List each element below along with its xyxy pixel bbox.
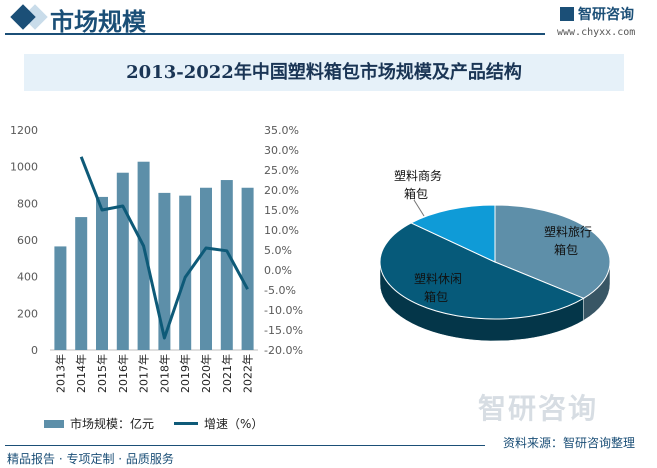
bar (220, 180, 233, 350)
y2-tick-label: -15.0% (264, 324, 303, 337)
legend-label-line: 增速（%） (204, 417, 264, 431)
y2-tick-label: -5.0% (264, 284, 296, 297)
footer-divider (5, 445, 485, 446)
x-tick-label: 2016年 (116, 354, 130, 393)
pie-label: 箱包 (554, 242, 578, 257)
bar (158, 192, 171, 350)
y-tick-label: 1000 (10, 161, 38, 174)
logo-icon (560, 7, 574, 21)
x-tick-label: 2015年 (95, 354, 109, 393)
legend-swatch-bar (44, 419, 64, 428)
legend-swatch-line (174, 422, 199, 425)
y2-tick-label: 15.0% (264, 204, 299, 217)
x-tick-label: 2014年 (74, 354, 88, 393)
source-note: 资料来源：智研咨询整理 (503, 436, 636, 450)
bar (137, 161, 150, 350)
y2-tick-label: 10.0% (264, 224, 299, 237)
pie-label: 塑料商务 (394, 168, 442, 183)
pie-slice (410, 204, 496, 263)
y-tick-label: 400 (17, 271, 38, 284)
y2-tick-label: 20.0% (264, 184, 299, 197)
y-tick-label: 1200 (10, 124, 38, 137)
x-tick-label: 2021年 (220, 354, 234, 393)
chart-title: 2013-2022年中国塑料箱包市场规模及产品结构 (24, 54, 624, 91)
x-tick-label: 2020年 (199, 354, 213, 393)
y-tick-label: 200 (17, 307, 38, 320)
bar (54, 246, 67, 350)
legend: 市场规模：亿元 增速（%） (44, 415, 263, 432)
pie-slice (379, 222, 585, 320)
y-tick-label: 600 (17, 234, 38, 247)
pie-label: 塑料休闲 (414, 271, 462, 286)
section-title: 市场规模 (50, 8, 146, 36)
x-tick-label: 2013年 (53, 354, 67, 393)
brand-name: 智研咨询 (578, 7, 634, 23)
x-tick-label: 2018年 (157, 354, 171, 393)
y-tick-label: 0 (31, 344, 38, 357)
bar (179, 195, 192, 350)
footer-slogan: 精品报告 · 专项定制 · 品质服务 (7, 452, 174, 466)
bar (75, 217, 88, 350)
bar (116, 172, 129, 350)
y2-tick-label: 35.0% (264, 124, 299, 137)
y2-tick-label: 5.0% (264, 244, 292, 257)
y-tick-label: 800 (17, 197, 38, 210)
watermark: 智研咨询 (478, 392, 599, 425)
brand-logo: 智研咨询 (560, 4, 634, 24)
bar (96, 196, 108, 350)
y2-tick-label: 25.0% (264, 164, 299, 177)
x-tick-label: 2017年 (137, 354, 151, 393)
y2-tick-label: -20.0% (264, 344, 303, 357)
growth-line (79, 156, 249, 340)
pie-slice (494, 204, 611, 299)
pie-label: 箱包 (404, 186, 428, 201)
y2-tick-label: 0.0% (264, 264, 292, 277)
bar (241, 187, 254, 350)
header-divider (5, 33, 545, 35)
y2-tick-label: 30.0% (264, 144, 299, 157)
y2-tick-label: -10.0% (264, 304, 303, 317)
legend-label-bar: 市场规模：亿元 (70, 417, 155, 431)
bar (200, 187, 212, 350)
brand-url: www.chyxx.com (557, 27, 636, 38)
pie-leader-line (413, 199, 425, 217)
x-tick-label: 2022年 (241, 354, 255, 393)
pie-label: 塑料旅行 (544, 224, 592, 239)
pie-label: 箱包 (424, 289, 448, 304)
x-tick-label: 2019年 (178, 354, 192, 393)
